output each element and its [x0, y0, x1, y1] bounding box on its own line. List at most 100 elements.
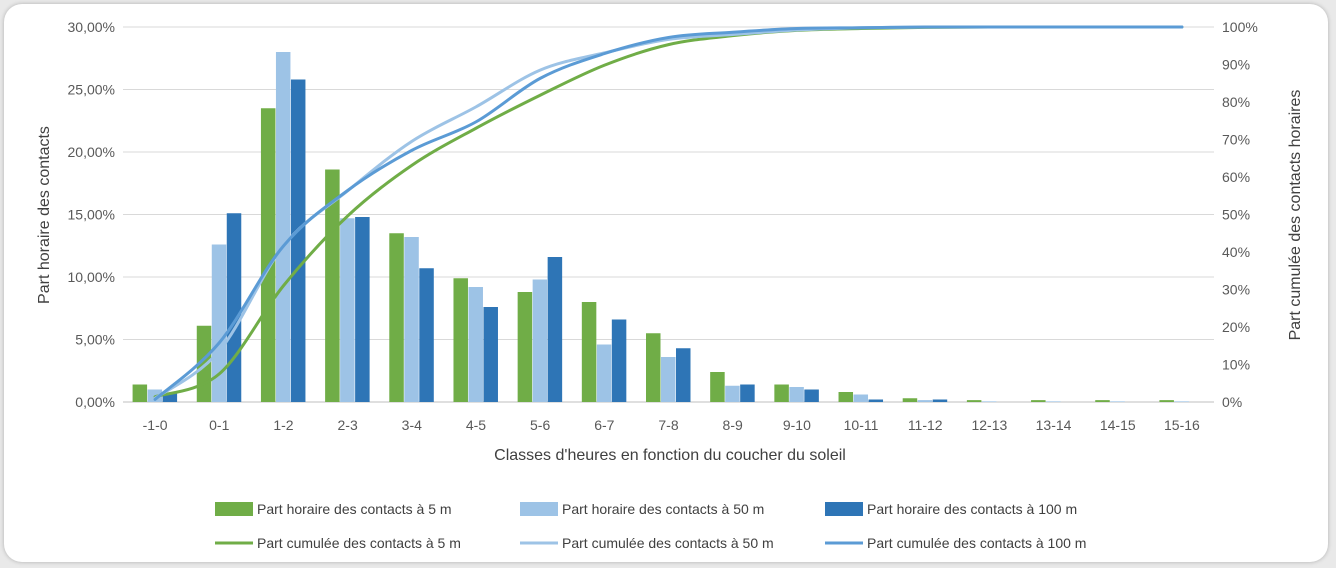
x-tick-label: 14-15 [1100, 417, 1136, 433]
bar [226, 213, 242, 402]
bar [661, 357, 676, 402]
bars [132, 52, 1189, 402]
x-tick-label: 8-9 [723, 417, 743, 433]
x-tick-label: 1-2 [273, 417, 293, 433]
bar [1159, 400, 1174, 402]
x-tick-label: 6-7 [594, 417, 614, 433]
bar [868, 399, 884, 402]
y2-tick-label: 100% [1222, 19, 1258, 35]
bar [290, 79, 306, 402]
x-tick-label: 4-5 [466, 417, 486, 433]
legend-swatch [215, 502, 253, 516]
series-line [153, 25, 1184, 400]
bar [275, 52, 291, 402]
series-line [153, 25, 1184, 399]
bar [483, 307, 498, 402]
x-tick-label: 12-13 [971, 417, 1007, 433]
bar [547, 257, 563, 402]
bar [132, 384, 148, 402]
y-axis-title: Part horaire des contacts [36, 126, 53, 304]
legend-label: Part horaire des contacts à 5 m [257, 501, 452, 517]
y2-tick-label: 50% [1222, 207, 1250, 223]
y2-tick-label: 70% [1222, 132, 1250, 148]
bar [532, 279, 548, 402]
bar [710, 372, 725, 402]
legend-label: Part cumulée des contacts à 5 m [257, 535, 461, 551]
y-ticks: 0,00% 5,00% 10,00% 15,00% 20,00% 25,00% 30,00% [68, 19, 115, 410]
bar [1110, 401, 1125, 402]
x-tick-label: 0-1 [209, 417, 229, 433]
y2-ticks: 0% 10% 20% 30% 40% 50% 60% 70% 80% 90% 100% [1222, 19, 1258, 410]
bar [1095, 400, 1110, 402]
y2-tick-label: 10% [1222, 357, 1250, 373]
bar [725, 385, 740, 402]
x-ticks: -1-0 0-1 1-2 2-3 3-4 4-5 5-6 6-7 7-8 8-9 9-10 10-11… [143, 417, 1200, 433]
x-tick-label: 9-10 [783, 417, 811, 433]
y2-tick-label: 40% [1222, 244, 1250, 260]
x-tick-label: 7-8 [658, 417, 678, 433]
y-tick-label: 30,00% [68, 19, 115, 35]
bar [774, 384, 789, 402]
bar [789, 387, 804, 402]
y2-tick-label: 20% [1222, 319, 1250, 335]
bar [162, 393, 178, 402]
y2-tick-label: 30% [1222, 282, 1250, 298]
bar [1046, 401, 1061, 402]
x-tick-label: 3-4 [402, 417, 422, 433]
x-tick-label: -1-0 [143, 417, 168, 433]
bar [902, 398, 918, 402]
x-tick-label: 15-16 [1164, 417, 1200, 433]
y-tick-label: 15,00% [68, 207, 115, 223]
bar [676, 348, 691, 402]
y-tick-label: 5,00% [75, 332, 115, 348]
legend-label: Part cumulée des contacts à 50 m [562, 535, 774, 551]
lines [153, 25, 1184, 401]
y2-tick-label: 80% [1222, 94, 1250, 110]
x-axis-title: Classes d'heures en fonction du coucher … [494, 447, 846, 464]
bar [404, 237, 419, 402]
legend-swatch [520, 502, 558, 516]
legend: Part horaire des contacts à 5 m Part hora… [215, 501, 1086, 551]
y2-tick-label: 0% [1222, 394, 1242, 410]
legend-label: Part horaire des contacts à 100 m [867, 501, 1077, 517]
bar [646, 333, 661, 402]
bar [340, 218, 355, 402]
bar [917, 400, 933, 402]
bar [517, 292, 533, 402]
series-line [153, 25, 1184, 401]
y2-tick-label: 90% [1222, 57, 1250, 73]
bar [355, 217, 370, 402]
bar [596, 344, 612, 402]
x-tick-label: 13-14 [1036, 417, 1072, 433]
bar [389, 233, 404, 402]
bar [932, 399, 948, 402]
bar [611, 319, 627, 402]
x-tick-label: 10-11 [844, 417, 879, 433]
bar [804, 389, 819, 402]
bar [1174, 401, 1189, 402]
legend-swatch [825, 502, 863, 516]
bar [419, 268, 434, 402]
bar [981, 401, 997, 402]
bar [468, 287, 483, 402]
y-tick-label: 20,00% [68, 144, 115, 160]
bar [581, 302, 597, 402]
y-tick-label: 25,00% [68, 82, 115, 98]
y2-tick-label: 60% [1222, 169, 1250, 185]
x-tick-label: 5-6 [530, 417, 550, 433]
x-tick-label: 11-12 [908, 417, 943, 433]
y2-axis-title: Part cumulée des contacts horaires [1287, 90, 1304, 341]
bar [1031, 400, 1046, 402]
y-tick-label: 0,00% [75, 394, 115, 410]
bar [838, 392, 854, 402]
legend-label: Part horaire des contacts à 50 m [562, 501, 764, 517]
bar [211, 244, 227, 402]
bar [740, 384, 755, 402]
bar [260, 108, 276, 402]
bar [453, 278, 468, 402]
y-tick-label: 10,00% [68, 269, 115, 285]
x-tick-label: 2-3 [338, 417, 358, 433]
legend-label: Part cumulée des contacts à 100 m [867, 535, 1086, 551]
bar [966, 400, 982, 402]
